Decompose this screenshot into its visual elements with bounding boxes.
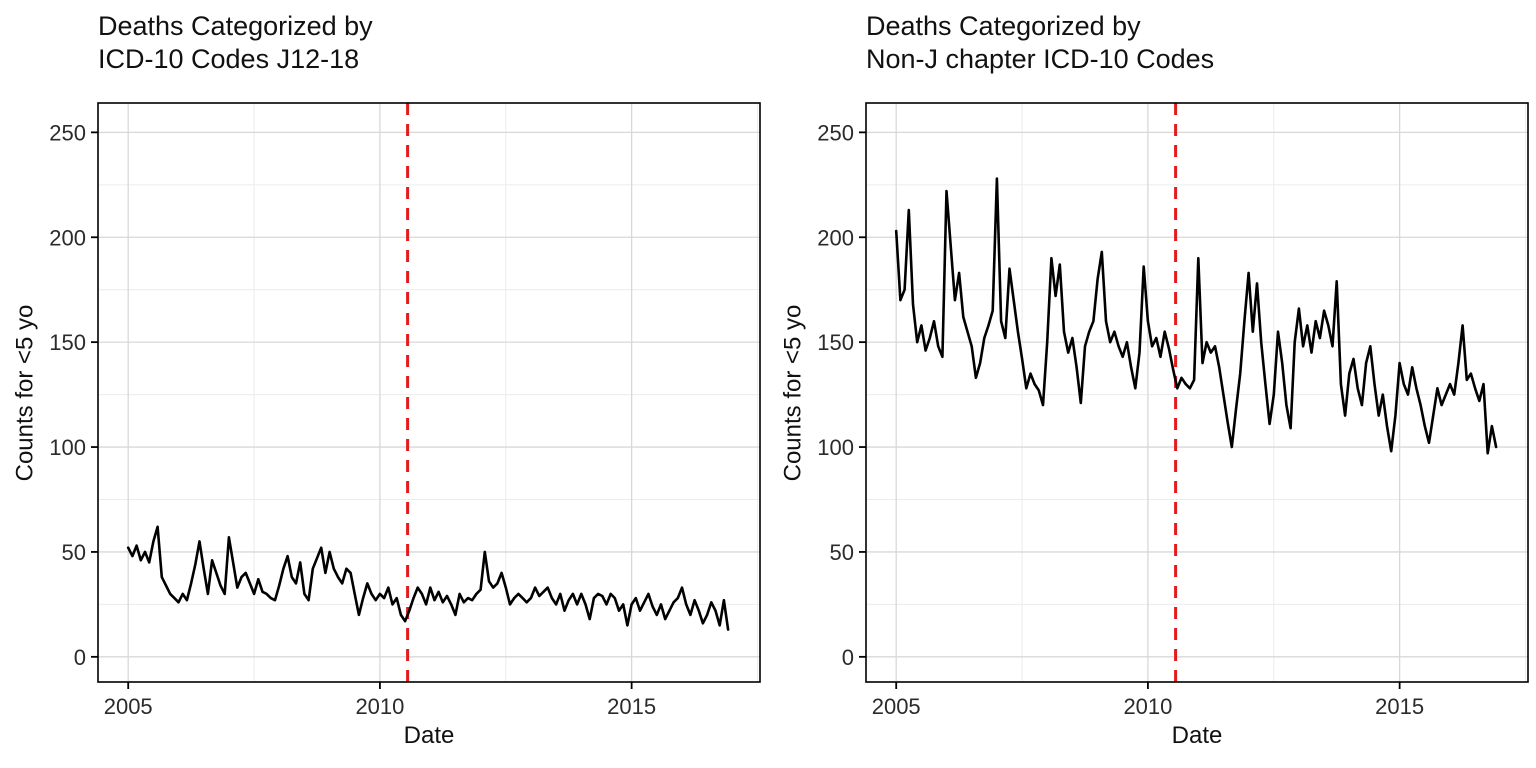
y-tick-label: 50: [62, 540, 86, 565]
panel-right: Deaths Categorized by Non-J chapter ICD-…: [768, 0, 1536, 768]
chart-title-line2: Non-J chapter ICD-10 Codes: [866, 44, 1215, 74]
y-tick-label: 200: [49, 225, 86, 250]
y-tick-label: 100: [817, 435, 854, 460]
chart-title-right: Deaths Categorized by Non-J chapter ICD-…: [866, 10, 1214, 76]
y-tick-label: 100: [49, 435, 86, 460]
panel-left: Deaths Categorized by ICD-10 Codes J12-1…: [11, 10, 761, 749]
x-axis-title-right: Date: [1171, 722, 1223, 749]
panel-border: [865, 102, 1529, 683]
x-tick-label: 2005: [872, 694, 921, 719]
y-tick-label: 0: [842, 645, 854, 670]
x-tick-label: 2005: [104, 694, 153, 719]
series-line: [894, 177, 1498, 455]
chart-title-line2: ICD-10 Codes J12-18: [98, 44, 360, 74]
plot-area-left: 2005 2010 2015 0 50 100 150 200 250: [49, 102, 761, 719]
chart-title-line1: Deaths Categorized by: [98, 11, 373, 41]
chart-title-left: Deaths Categorized by ICD-10 Codes J12-1…: [98, 10, 373, 76]
y-tick-label: 200: [817, 225, 854, 250]
y-tick-label: 250: [49, 120, 86, 145]
x-tick-label: 2015: [607, 694, 656, 719]
panel-background: [866, 103, 1528, 682]
y-tick-label: 150: [49, 330, 86, 355]
y-tick-label: 0: [74, 645, 86, 670]
x-axis-title-left: Date: [403, 722, 455, 749]
y-tick-label: 50: [830, 540, 854, 565]
x-tick-label: 2015: [1375, 694, 1424, 719]
panel-border: [97, 102, 761, 683]
chart-title-line1: Deaths Categorized by: [866, 11, 1141, 41]
x-tick-label: 2010: [355, 694, 404, 719]
series-line: [126, 525, 730, 631]
x-tick-label: 2010: [1123, 694, 1172, 719]
y-tick-label: 150: [817, 330, 854, 355]
y-tick-label: 250: [817, 120, 854, 145]
plot-area-right: 2005 2010 2015 0 50 100 150 200 250: [817, 102, 1529, 719]
